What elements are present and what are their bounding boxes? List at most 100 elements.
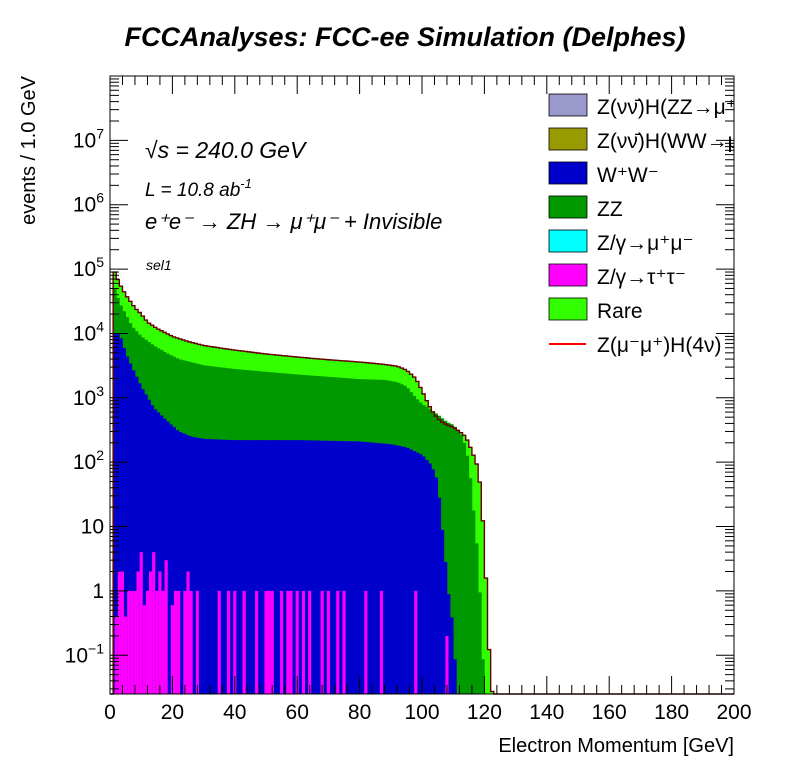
bar (450, 617, 454, 694)
bar (275, 440, 279, 694)
legend-swatch (548, 93, 588, 117)
bar (191, 436, 195, 694)
bar (206, 439, 211, 694)
legend-swatch (548, 263, 588, 287)
bar (301, 590, 305, 694)
bar (128, 363, 133, 694)
bar (264, 590, 268, 694)
bar (149, 571, 153, 694)
bar (113, 333, 117, 694)
bar (203, 438, 208, 694)
bar (200, 438, 204, 694)
x-tick-label: 180 (654, 701, 689, 724)
bar (446, 594, 451, 694)
legend-swatch (548, 195, 588, 219)
y-tick-label: 106 (73, 190, 104, 217)
bar (356, 441, 360, 694)
bar (212, 439, 217, 694)
legend-swatch (548, 229, 588, 253)
bar (320, 590, 324, 694)
bar (156, 412, 161, 694)
axes: 0 20 40 60 80 100 120 140 160 180 200 10−1 1 10 102 103… (65, 76, 752, 724)
bar (459, 434, 463, 694)
bar (216, 439, 220, 694)
bar (188, 435, 192, 694)
bar (362, 441, 367, 694)
bar (384, 443, 389, 694)
bar (242, 590, 246, 694)
legend-label: Z(νν̄)H(WW→μ⁺νμ (597, 130, 773, 153)
bar (406, 448, 410, 694)
y-tick-label: 103 (73, 383, 104, 410)
bar (241, 440, 245, 694)
x-tick-label: 40 (223, 701, 246, 724)
bar (326, 590, 330, 694)
bar (337, 441, 342, 694)
histogram-bars (113, 272, 495, 694)
annotations: √s = 240.0 GeV L = 10.8 ab-1 e⁺e⁻ → ZH → μ… (145, 137, 442, 273)
bar (481, 659, 485, 694)
bar (446, 422, 451, 694)
bar (487, 649, 491, 694)
bar (484, 578, 488, 694)
bar (270, 590, 274, 694)
bar (481, 520, 485, 694)
bar (125, 356, 130, 694)
bar (490, 691, 495, 694)
bar (195, 590, 199, 694)
selection-label: sel1 (146, 257, 172, 273)
bar (325, 440, 329, 694)
bar (347, 441, 351, 694)
bar (415, 452, 420, 694)
bar (312, 440, 317, 694)
bar (336, 590, 340, 694)
bar (334, 440, 339, 694)
bar (400, 446, 404, 694)
bar (412, 451, 417, 694)
bar (197, 438, 201, 694)
y-tick-label: 10−1 (65, 640, 105, 667)
bar (344, 441, 348, 694)
bar (194, 437, 198, 694)
y-tick-label: 10 (81, 516, 104, 539)
bar (425, 459, 429, 694)
bar (378, 443, 382, 694)
bar (131, 370, 136, 694)
bar (428, 463, 432, 694)
bar (390, 444, 395, 694)
bar (315, 440, 320, 694)
bar (431, 469, 435, 694)
bar (281, 440, 286, 694)
bar (359, 441, 364, 694)
bar (468, 478, 473, 694)
bar (117, 571, 121, 694)
bar (120, 571, 125, 694)
bar (147, 399, 151, 694)
legend-swatch (548, 127, 588, 151)
lumi-label: L = 10.8 ab-1 (145, 176, 252, 201)
bar (280, 590, 284, 694)
bar (306, 440, 311, 694)
bar (322, 440, 326, 694)
bar (172, 427, 176, 694)
bar (294, 440, 298, 694)
bar (450, 424, 454, 694)
bar (170, 605, 174, 694)
bar (342, 590, 346, 694)
bar (122, 347, 126, 694)
legend-swatch (548, 297, 588, 321)
bar (116, 333, 120, 694)
bar (372, 442, 376, 694)
x-tick-label: 200 (716, 701, 751, 724)
bar (259, 440, 264, 694)
y-tick-label: 104 (73, 318, 104, 345)
bar (152, 552, 156, 694)
bar (437, 497, 442, 694)
bar (290, 440, 295, 694)
x-tick-label: 100 (404, 701, 439, 724)
bar (453, 659, 457, 694)
y-tick-label: 102 (73, 447, 104, 474)
bar (309, 440, 314, 694)
legend-label: W⁺W⁻ (597, 164, 659, 187)
bar (443, 561, 448, 694)
